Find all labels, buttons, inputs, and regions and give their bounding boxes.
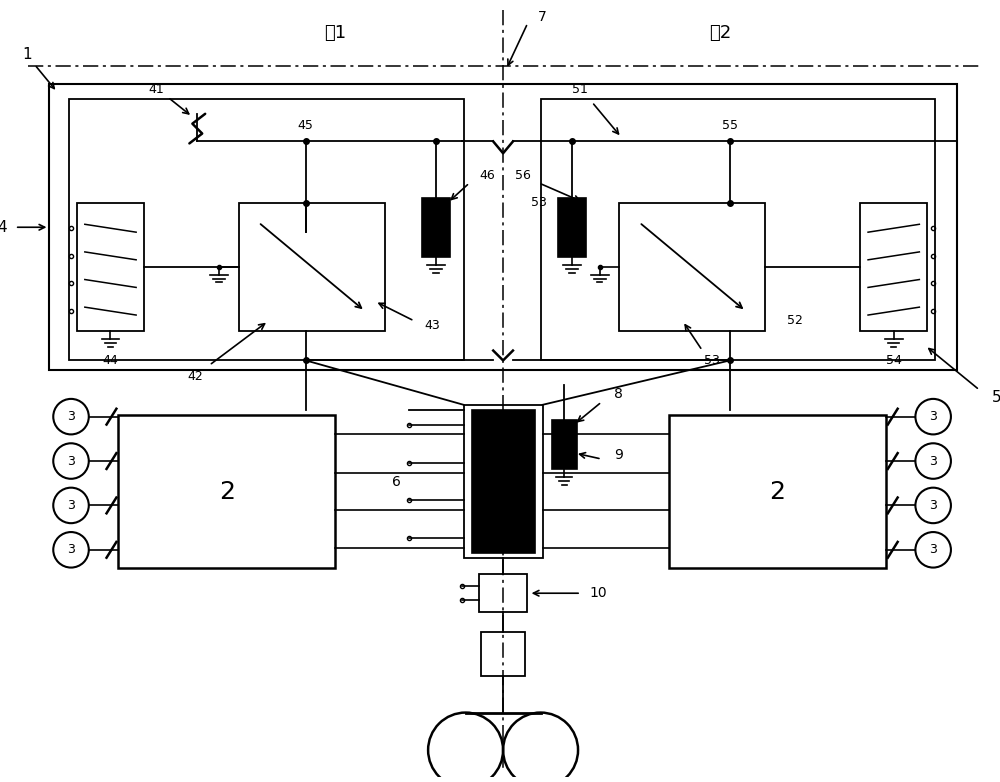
Bar (669, 414, 886, 568)
Text: 45: 45 (298, 119, 314, 132)
Bar (558, 198, 586, 256)
Text: 3: 3 (929, 499, 937, 512)
Text: 3: 3 (929, 410, 937, 423)
Text: 2: 2 (769, 479, 785, 504)
Text: 3: 3 (929, 454, 937, 468)
Text: 56: 56 (515, 170, 531, 182)
Text: 10: 10 (589, 586, 607, 601)
Text: 9: 9 (614, 448, 623, 462)
Bar (541, 99, 935, 361)
Text: 2: 2 (219, 479, 235, 504)
Text: 3: 3 (67, 410, 75, 423)
Text: 42: 42 (187, 370, 203, 382)
Bar (472, 410, 535, 553)
Text: 3: 3 (67, 499, 75, 512)
Text: 6: 6 (392, 475, 401, 489)
Bar (49, 84, 957, 371)
Text: 3: 3 (929, 543, 937, 556)
Text: 52: 52 (787, 314, 803, 328)
Text: 车1: 车1 (324, 24, 346, 42)
Text: 8: 8 (614, 387, 623, 401)
Bar (239, 203, 385, 331)
Text: 53: 53 (704, 354, 720, 367)
Bar (619, 203, 765, 331)
Text: 43: 43 (424, 319, 440, 332)
Bar (422, 198, 450, 256)
Bar (69, 99, 464, 361)
Text: 7: 7 (538, 10, 547, 24)
Bar (860, 203, 927, 331)
Text: 3: 3 (67, 543, 75, 556)
Bar (118, 414, 335, 568)
Text: 44: 44 (103, 354, 118, 367)
Text: 车2: 车2 (709, 24, 731, 42)
Text: 51: 51 (572, 83, 588, 95)
Text: 4: 4 (0, 220, 7, 235)
Text: 55: 55 (722, 119, 738, 132)
Text: 41: 41 (148, 83, 164, 95)
Bar (464, 405, 543, 558)
Text: 5: 5 (991, 390, 1000, 405)
Bar (481, 632, 525, 676)
Text: 53: 53 (531, 196, 547, 209)
Bar (77, 203, 144, 331)
Text: 54: 54 (886, 354, 902, 367)
Text: 46: 46 (479, 170, 495, 182)
Text: 1: 1 (23, 47, 32, 62)
Bar (552, 420, 577, 469)
Text: 3: 3 (67, 454, 75, 468)
Bar (479, 575, 527, 612)
